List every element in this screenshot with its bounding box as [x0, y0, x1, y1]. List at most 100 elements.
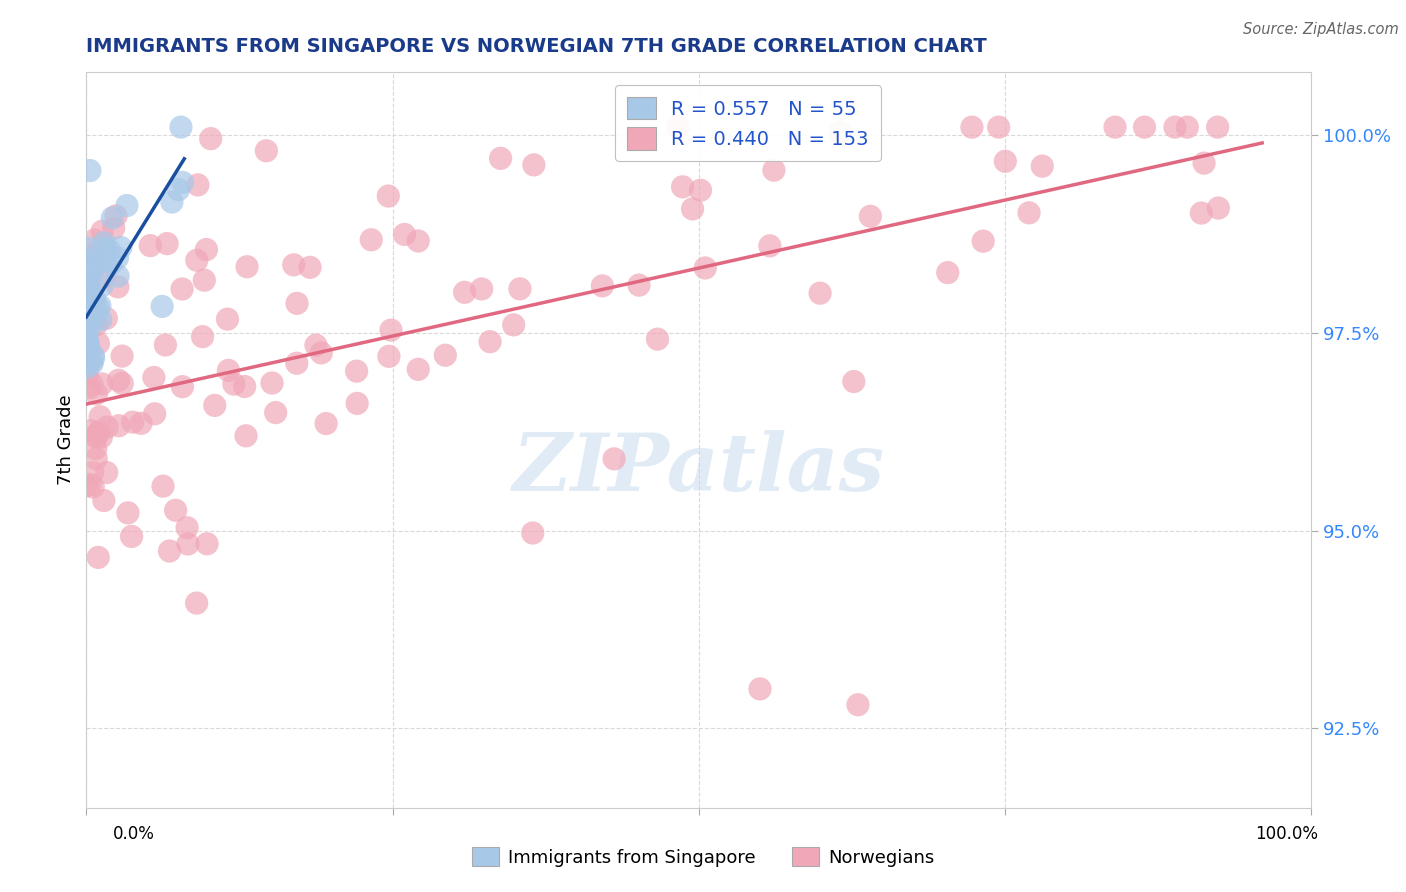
- Point: [283, 258, 305, 272]
- Point: [76, 325, 98, 339]
- Point: [749, 681, 772, 696]
- Point: [522, 526, 544, 541]
- Point: [186, 253, 208, 268]
- Point: [84, 442, 107, 456]
- Point: [489, 152, 512, 166]
- Point: [79, 285, 101, 299]
- Point: [1164, 120, 1187, 135]
- Point: [79, 274, 101, 288]
- Point: [129, 417, 152, 431]
- Point: [76, 304, 98, 318]
- Point: [186, 596, 208, 610]
- Point: [1133, 120, 1156, 135]
- Text: IMMIGRANTS FROM SINGAPORE VS NORWEGIAN 7TH GRADE CORRELATION CHART: IMMIGRANTS FROM SINGAPORE VS NORWEGIAN 7…: [86, 37, 987, 56]
- Point: [1104, 120, 1126, 135]
- Point: [87, 301, 110, 316]
- Point: [994, 154, 1017, 169]
- Point: [93, 235, 115, 250]
- Point: [103, 221, 125, 235]
- Point: [101, 211, 124, 225]
- Point: [176, 521, 198, 535]
- Point: [76, 335, 98, 350]
- Point: [160, 194, 183, 209]
- Point: [80, 264, 103, 278]
- Point: [1018, 206, 1040, 220]
- Point: [167, 183, 190, 197]
- Point: [195, 537, 218, 551]
- Point: [591, 279, 613, 293]
- Point: [859, 209, 882, 223]
- Point: [82, 293, 104, 308]
- Point: [204, 398, 226, 412]
- Point: [107, 280, 129, 294]
- Point: [152, 479, 174, 493]
- Point: [105, 209, 128, 223]
- Point: [1175, 120, 1198, 135]
- Point: [96, 466, 118, 480]
- Point: [90, 312, 112, 326]
- Point: [1189, 206, 1212, 220]
- Point: [77, 339, 100, 353]
- Point: [80, 303, 103, 318]
- Point: [84, 451, 107, 466]
- Y-axis label: 7th Grade: 7th Grade: [58, 394, 75, 485]
- Point: [87, 550, 110, 565]
- Point: [115, 198, 138, 212]
- Point: [346, 396, 368, 410]
- Point: [89, 299, 111, 313]
- Point: [80, 265, 103, 279]
- Point: [76, 366, 98, 380]
- Point: [107, 251, 129, 265]
- Point: [94, 255, 117, 269]
- Point: [83, 233, 105, 247]
- Point: [1192, 156, 1215, 170]
- Point: [305, 338, 328, 352]
- Point: [217, 363, 239, 377]
- Point: [378, 349, 401, 363]
- Point: [502, 318, 524, 332]
- Point: [170, 120, 193, 135]
- Point: [689, 183, 711, 197]
- Point: [82, 264, 104, 278]
- Point: [159, 544, 181, 558]
- Point: [100, 257, 122, 271]
- Point: [87, 336, 110, 351]
- Point: [155, 338, 177, 352]
- Point: [177, 537, 200, 551]
- Point: [682, 202, 704, 216]
- Point: [264, 406, 287, 420]
- Point: [96, 420, 118, 434]
- Point: [86, 426, 108, 441]
- Point: [143, 407, 166, 421]
- Point: [200, 131, 222, 145]
- Point: [84, 250, 107, 264]
- Point: [93, 269, 115, 284]
- Legend: R = 0.557   N = 55, R = 0.440   N = 153: R = 0.557 N = 55, R = 0.440 N = 153: [614, 85, 880, 161]
- Point: [172, 379, 194, 393]
- Point: [90, 430, 112, 444]
- Point: [628, 278, 651, 293]
- Point: [150, 300, 173, 314]
- Point: [647, 332, 669, 346]
- Point: [93, 493, 115, 508]
- Point: [509, 282, 531, 296]
- Point: [603, 451, 626, 466]
- Point: [87, 425, 110, 440]
- Point: [80, 355, 103, 369]
- Point: [172, 175, 194, 189]
- Point: [523, 158, 546, 172]
- Point: [315, 417, 337, 431]
- Point: [86, 386, 108, 401]
- Point: [77, 341, 100, 355]
- Point: [936, 266, 959, 280]
- Point: [394, 227, 416, 242]
- Point: [93, 241, 115, 255]
- Legend: Immigrants from Singapore, Norwegians: Immigrants from Singapore, Norwegians: [464, 840, 942, 874]
- Point: [666, 120, 689, 135]
- Point: [86, 430, 108, 444]
- Point: [285, 296, 308, 310]
- Point: [83, 293, 105, 307]
- Text: 0.0%: 0.0%: [112, 825, 155, 843]
- Point: [285, 356, 308, 370]
- Point: [987, 120, 1010, 135]
